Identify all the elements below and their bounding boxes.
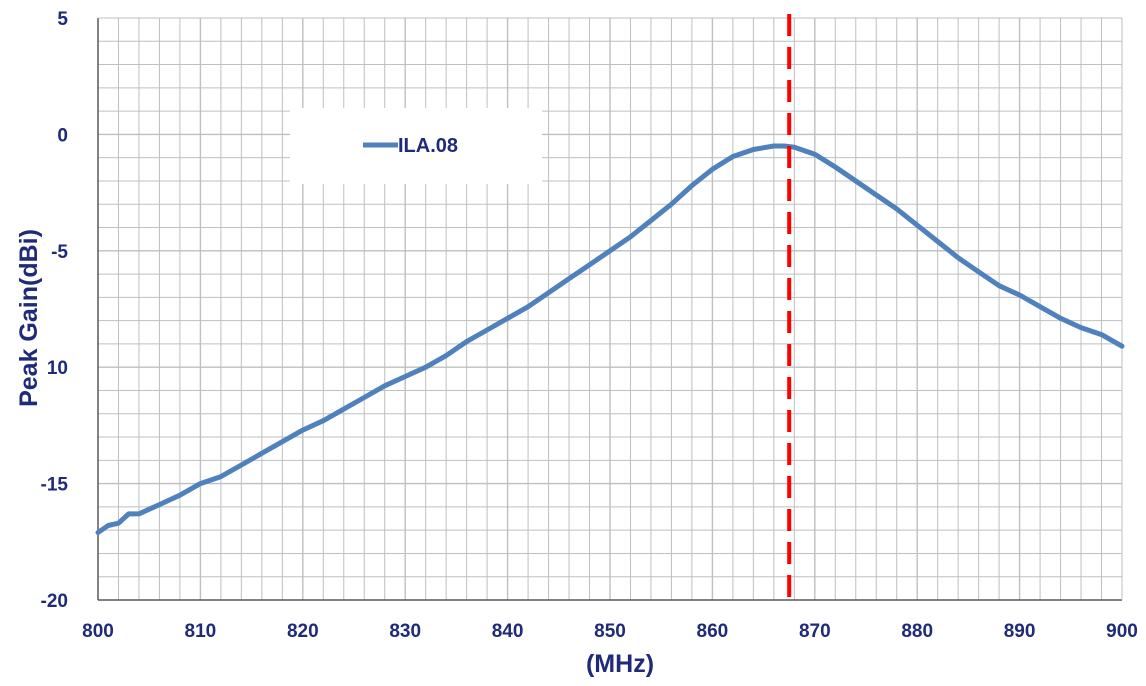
x-tick-label: 850 (594, 621, 626, 642)
legend: ILA.08 (290, 108, 542, 184)
axes (97, 17, 1123, 601)
y-tick-label: -5 (51, 242, 68, 263)
series-layer (95, 143, 1125, 535)
x-tick-label: 900 (1106, 621, 1138, 642)
x-tick-label: 820 (287, 621, 319, 642)
x-tick-label: 890 (1004, 621, 1036, 642)
y-tick-label: -15 (41, 475, 69, 496)
x-tick-label: 870 (799, 621, 831, 642)
series-line-ila-08 (95, 143, 1125, 535)
y-axis-title: Peak Gain(dBi) (15, 229, 43, 407)
y-tick-label: 5 (57, 9, 68, 30)
legend-box (290, 108, 542, 184)
y-tick-label: 0 (57, 125, 68, 146)
x-tick-label: 830 (389, 621, 421, 642)
x-tick-label: 800 (82, 621, 114, 642)
x-tick-label: 810 (185, 621, 217, 642)
x-tick-label: 880 (901, 621, 933, 642)
x-tick-label: 860 (697, 621, 729, 642)
y-tick-label: 10 (47, 358, 68, 379)
legend-label-ila-08: ILA.08 (398, 135, 458, 157)
y-tick-label: -20 (41, 591, 68, 612)
x-axis-title: (MHz) (586, 650, 654, 678)
x-tick-labels: 800 810 820 830 840 850 860 870 880 890 900 (82, 621, 1138, 642)
y-tick-labels: 5 0 -5 10 -15 -20 (41, 9, 69, 612)
gridlines (98, 18, 1122, 600)
x-tick-label: 840 (492, 621, 524, 642)
